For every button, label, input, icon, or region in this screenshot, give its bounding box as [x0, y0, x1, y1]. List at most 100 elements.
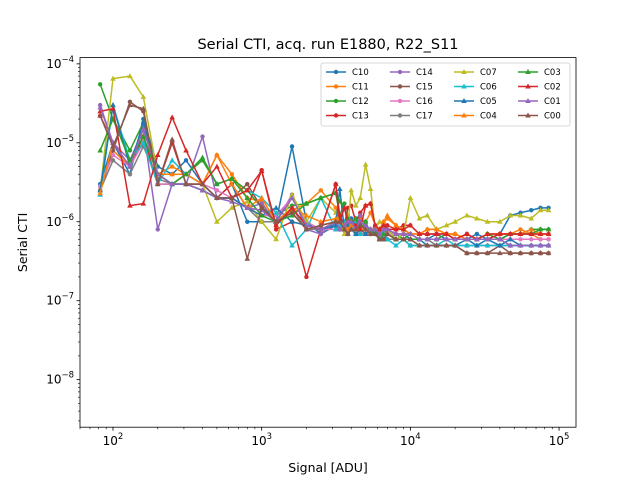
data-point-C07 — [452, 218, 458, 224]
data-point-C13 — [385, 223, 390, 228]
data-point-C02 — [362, 202, 369, 208]
data-point-C07 — [443, 222, 450, 228]
x-tick-label: 102 — [103, 432, 124, 448]
data-point-C17 — [110, 158, 116, 163]
data-point-C06 — [393, 242, 399, 248]
data-point-C13 — [273, 227, 279, 232]
data-point-C04 — [424, 226, 431, 232]
legend-item-C03: C03 — [518, 68, 561, 78]
data-point-C04 — [229, 181, 235, 187]
data-point-C00 — [497, 250, 503, 256]
data-point-C06 — [464, 242, 470, 248]
data-point-C13 — [304, 274, 309, 280]
data-point-C16 — [110, 152, 116, 158]
data-point-C02 — [357, 226, 364, 232]
data-point-C00 — [474, 250, 480, 256]
data-point-C06 — [140, 139, 147, 145]
legend-marker — [333, 98, 339, 104]
data-point-C00 — [400, 236, 407, 242]
legend-label: C11 — [352, 83, 369, 93]
legend-item-C01: C01 — [518, 97, 561, 107]
data-point-C10 — [289, 144, 295, 149]
legend-marker — [397, 98, 403, 104]
data-point-C11 — [318, 188, 324, 193]
data-point-C05 — [140, 119, 147, 125]
data-point-C02 — [244, 187, 251, 193]
data-point-C00 — [484, 250, 491, 256]
data-point-C00 — [332, 218, 339, 224]
legend-marker — [525, 112, 531, 118]
legend-item-C02: C02 — [518, 83, 561, 93]
data-point-C02 — [424, 230, 431, 236]
data-point-C01 — [528, 242, 535, 248]
data-point-C04 — [332, 215, 339, 221]
data-point-C01 — [199, 187, 206, 193]
data-point-C14 — [200, 134, 205, 139]
data-point-C00 — [545, 250, 552, 256]
data-point-C06 — [407, 242, 414, 248]
data-point-C03 — [303, 200, 310, 206]
data-point-C02 — [372, 222, 378, 228]
data-point-C00 — [169, 136, 175, 142]
data-point-C00 — [507, 250, 514, 256]
data-point-C02 — [393, 226, 399, 232]
legend-label: C07 — [480, 68, 497, 78]
data-point-C06 — [484, 242, 491, 248]
data-point-C00 — [393, 236, 399, 242]
data-point-C02 — [367, 200, 374, 206]
legend: C10 C11 C12 C13 C14 C15 C16 C17 C07 C06 C05 C04 C03 C… — [320, 62, 571, 127]
data-point-C07 — [537, 207, 544, 213]
legend-marker — [461, 69, 467, 74]
data-point-C11 — [518, 227, 523, 232]
data-point-C00 — [362, 226, 369, 232]
data-point-C07 — [528, 215, 535, 221]
legend-marker — [333, 69, 339, 75]
data-point-C06 — [384, 236, 391, 242]
data-point-C05 — [474, 242, 480, 248]
data-point-C00 — [199, 181, 206, 187]
legend-marker — [333, 84, 339, 89]
data-point-C00 — [229, 194, 235, 200]
legend-item-C10: C10 — [326, 68, 369, 78]
data-point-C03 — [244, 194, 251, 200]
y-tick-label: 10−6 — [46, 213, 74, 229]
data-point-C10 — [529, 208, 534, 213]
legend-item-C00: C00 — [518, 112, 561, 122]
data-point-C00 — [97, 112, 103, 118]
data-point-C07 — [357, 194, 364, 200]
data-point-C02 — [341, 204, 348, 210]
data-point-C07 — [517, 212, 524, 218]
data-point-C03 — [362, 218, 369, 224]
data-point-C03 — [545, 226, 552, 232]
legend-label: C06 — [480, 83, 497, 93]
data-point-C02 — [484, 230, 491, 236]
data-point-C07 — [127, 73, 133, 79]
data-point-C04 — [452, 230, 458, 236]
data-point-C06 — [332, 226, 339, 232]
data-point-C00 — [336, 218, 343, 224]
data-point-C07 — [362, 161, 369, 167]
series-line-C07 — [99, 75, 549, 241]
data-point-C03 — [537, 226, 544, 232]
data-point-C01 — [400, 230, 407, 236]
data-point-C05 — [353, 230, 359, 236]
data-point-C02 — [407, 222, 414, 228]
legend-label: C17 — [416, 112, 433, 122]
y-axis-label: Serial CTI — [15, 213, 30, 272]
data-point-C01 — [537, 242, 544, 248]
x-tick-label: 104 — [400, 432, 421, 448]
data-point-C02 — [258, 167, 265, 173]
data-point-C04 — [169, 171, 175, 177]
data-point-C00 — [443, 242, 450, 248]
data-point-C12 — [97, 82, 103, 87]
data-point-C03 — [97, 147, 103, 153]
data-point-C07 — [258, 218, 265, 224]
data-point-C02 — [214, 163, 220, 169]
data-point-C01 — [140, 125, 147, 131]
legend-label: C13 — [352, 112, 369, 122]
data-point-C07 — [110, 75, 116, 81]
data-point-C01 — [545, 242, 552, 248]
data-point-C02 — [332, 181, 339, 187]
